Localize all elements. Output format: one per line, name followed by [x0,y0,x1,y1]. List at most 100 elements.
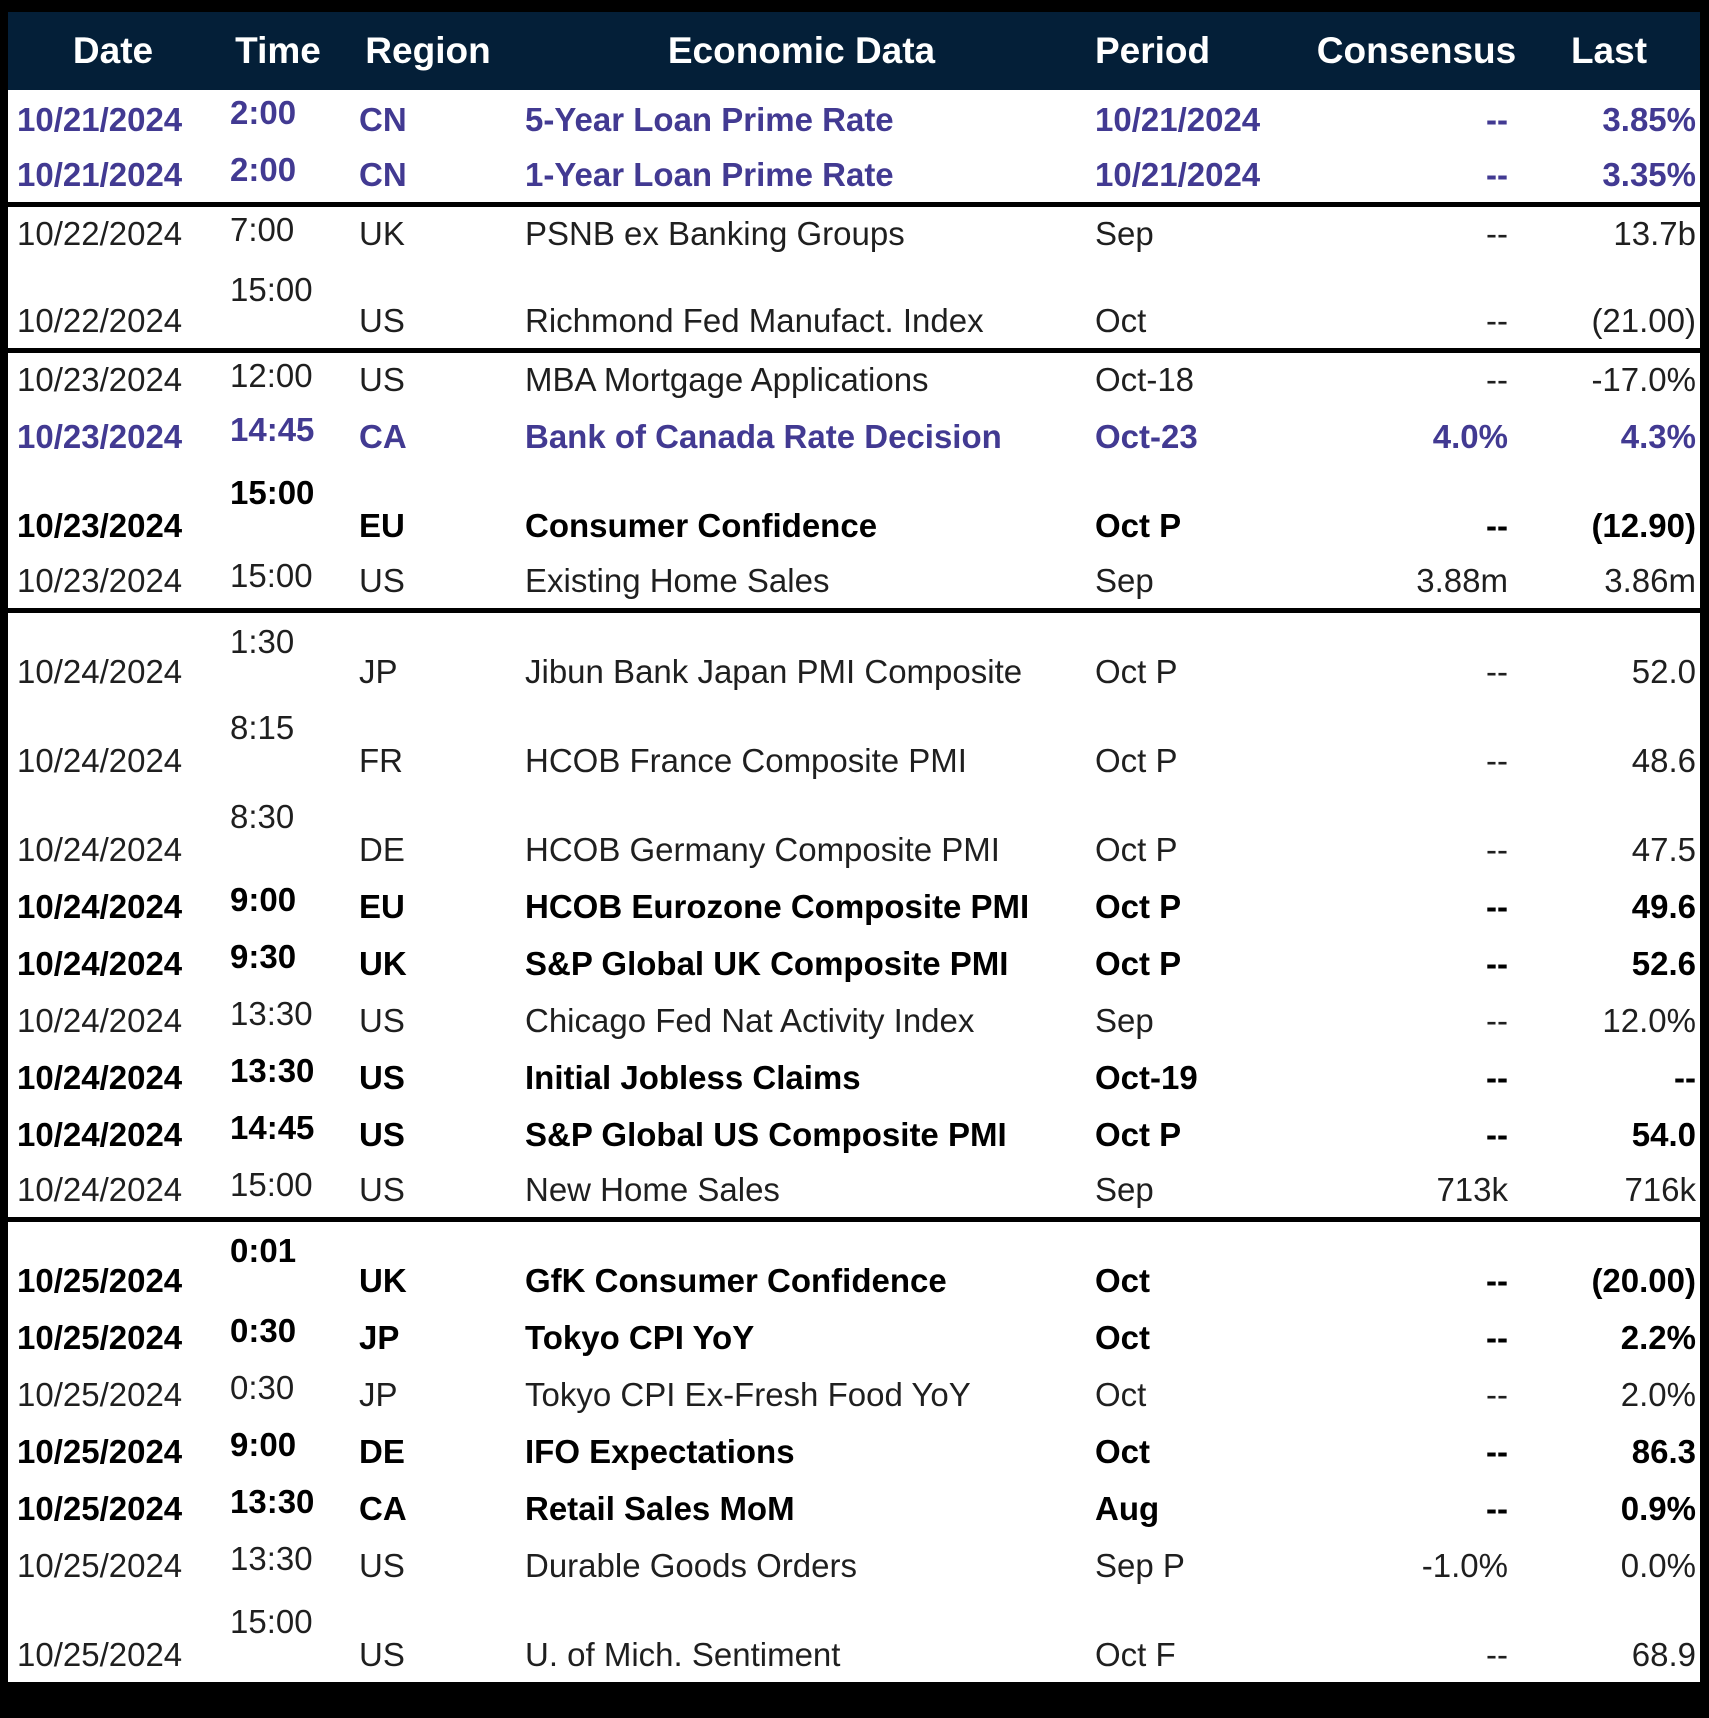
cell-consensus: 713k [1315,1162,1518,1222]
cell-period: Sep [1085,1162,1315,1222]
cell-time: 7:00 [230,210,295,248]
cell-region: US [338,553,518,613]
cell-event: PSNB ex Banking Groups [525,215,905,252]
cell-region: CA [359,1490,407,1527]
cell-last: 47.5 [1631,831,1696,868]
cell-time: 0:30 [230,1312,297,1349]
table-row: 10/24/2024 13:30 US Initial Jobless Claims O… [8,1048,1700,1105]
cell-date: 10/25/2024 [17,1319,183,1356]
table-row: 10/22/2024 7:00 UK PSNB ex Banking Groups Se… [8,204,1700,261]
cell-consensus: 3.88m [1315,553,1518,613]
cell-date: 10/23/2024 [8,553,218,613]
cell-time: 15:00 [230,474,315,511]
cell-time: 9:00 [230,881,297,918]
cell-consensus: -1.0% [1421,1547,1508,1584]
cell-last: 0.0% [1620,1547,1696,1584]
column-header-date: Date [8,12,218,90]
cell-event: GfK Consumer Confidence [525,1262,947,1299]
cell-time: 9:00 [230,1426,297,1463]
cell-consensus: -- [1486,1376,1508,1413]
cell-last: 13.7b [1613,215,1696,252]
cell-last: 2.0% [1620,1376,1696,1413]
table-row: 10/22/2024 15:00 US Richmond Fed Manufact. … [8,261,1700,353]
cell-region: US [359,1002,405,1039]
cell-event: Tokyo CPI YoY [525,1319,755,1356]
cell-region: DE [359,1433,405,1470]
cell-event: Existing Home Sales [518,553,1085,613]
cell-last: 2.2% [1620,1319,1696,1356]
cell-time: 15:00 [218,553,338,613]
table-row: 10/25/2024 13:30 US Durable Goods Orders Sep… [8,1536,1700,1593]
cell-period: Oct [1095,1262,1151,1299]
table-row: 10/25/2024 0:30 JP Tokyo CPI Ex-Fresh Food … [8,1365,1700,1422]
cell-consensus: -- [1486,1116,1508,1153]
table-row: 10/25/2024 0:01 UK GfK Consumer Confidence O… [8,1219,1700,1308]
cell-event: Initial Jobless Claims [525,1059,861,1096]
cell-consensus: -- [1486,1002,1508,1039]
cell-date: 10/24/2024 [17,831,183,868]
economic-calendar-table: Date Time Region Economic Data Period Consens… [8,12,1700,1682]
table-row: 10/23/2024 15:00 EU Consumer Confidence Oct … [8,464,1700,553]
cell-period: 10/21/2024 [1095,101,1261,138]
cell-event: Retail Sales MoM [525,1490,795,1527]
cell-last: 86.3 [1631,1433,1696,1470]
cell-consensus: -- [1486,1490,1508,1527]
cell-region: US [359,1547,405,1584]
cell-region: US [338,261,518,353]
cell-time: 14:45 [230,1109,315,1146]
cell-event: MBA Mortgage Applications [525,361,929,398]
cell-time: 13:30 [230,1483,315,1520]
cell-time: 15:00 [218,1162,338,1222]
cell-date: 10/23/2024 [17,361,183,398]
cell-date: 10/24/2024 [17,888,183,925]
cell-consensus: -- [1486,1433,1508,1470]
cell-period: Sep [1095,1002,1154,1039]
cell-last: (20.00) [1591,1262,1696,1299]
cell-period: Oct [1095,1433,1151,1470]
table-row: 10/25/2024 13:30 CA Retail Sales MoM Aug -- 0.… [8,1479,1700,1536]
cell-consensus: -- [1486,945,1508,982]
cell-event: Durable Goods Orders [525,1547,857,1584]
column-header-time: Time [218,12,338,90]
table-row: 10/24/2024 13:30 US Chicago Fed Nat Activit… [8,991,1700,1048]
cell-consensus: -- [1486,888,1508,925]
cell-date: 10/21/2024 [17,101,183,138]
cell-time: 15:00 [218,261,338,353]
cell-region: DE [359,831,405,868]
cell-period: Sep P [1095,1547,1185,1584]
cell-region: JP [359,1319,400,1356]
cell-consensus: -- [1486,507,1508,544]
cell-consensus: -- [1486,101,1508,138]
cell-consensus: -- [1486,361,1508,398]
table-row: 10/24/2024 9:00 EU HCOB Eurozone Composite … [8,877,1700,934]
cell-consensus: -- [1486,742,1508,779]
cell-last: 48.6 [1631,742,1696,779]
cell-time: 2:00 [230,94,297,131]
cell-date: 10/25/2024 [17,1433,183,1470]
table-row: 10/23/2024 15:00 US Existing Home Sales Sep 3… [8,553,1700,613]
column-header-event: Economic Data [518,12,1085,90]
cell-region: UK [359,1262,407,1299]
cell-period: Oct [1095,1376,1147,1413]
cell-last: 12.0% [1602,1002,1696,1039]
cell-event: Chicago Fed Nat Activity Index [525,1002,975,1039]
cell-time: 14:45 [230,411,315,448]
cell-last: 49.6 [1631,888,1696,925]
cell-region: EU [359,888,405,925]
cell-event: S&P Global UK Composite PMI [525,945,1009,982]
cell-last: 52.0 [1631,653,1696,690]
cell-region: US [359,1636,405,1673]
cell-time: 0:01 [230,1231,297,1269]
table-row: 10/24/2024 1:30 JP Jibun Bank Japan PMI Com… [8,610,1700,699]
cell-last: 716k [1518,1162,1700,1222]
cell-region: UK [359,945,407,982]
table-row: 10/25/2024 9:00 DE IFO Expectations Oct -- 86.… [8,1422,1700,1479]
cell-event: Consumer Confidence [525,507,878,544]
cell-region: US [359,361,405,398]
cell-consensus: -- [1486,653,1508,690]
cell-event: 1-Year Loan Prime Rate [518,147,1085,207]
cell-last: 0.9% [1620,1490,1696,1527]
cell-last: 52.6 [1631,945,1696,982]
cell-period: Sep [1095,215,1154,252]
